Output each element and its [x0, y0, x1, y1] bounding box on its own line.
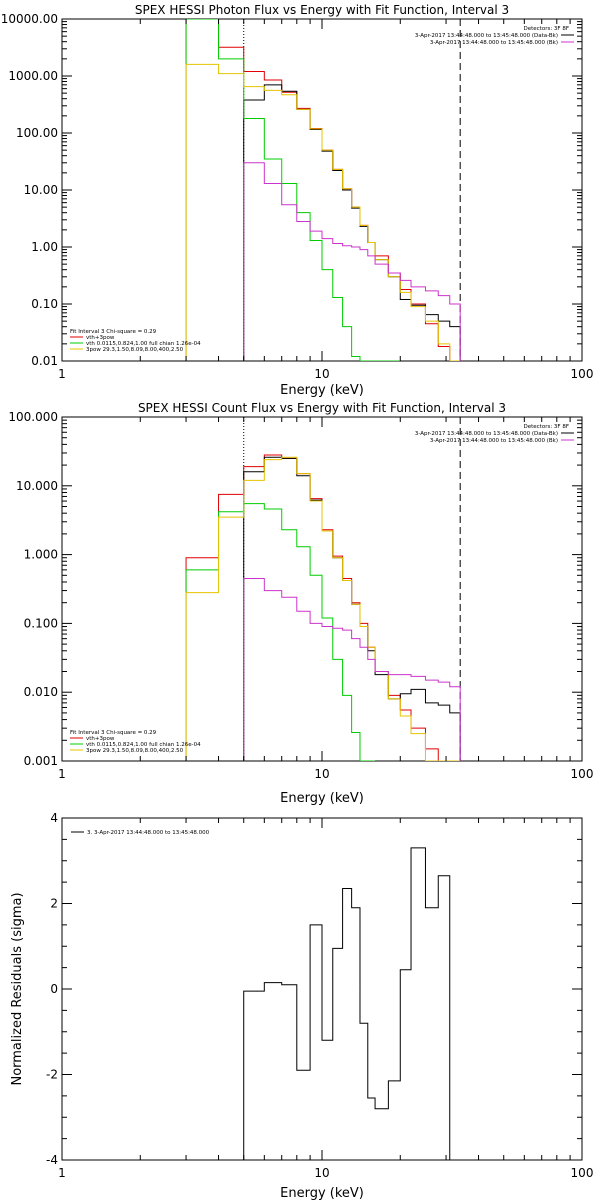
- panel1-ytick-label: 10000.00: [1, 12, 58, 26]
- panel1-ytick-label: 100.00: [16, 126, 58, 140]
- panel1-ytick-label: 0.01: [31, 354, 58, 368]
- panel2-ytick-label: 0.100: [24, 616, 58, 630]
- panel2-fit-red-label: vth+3pow: [86, 736, 115, 742]
- panel2-legend-data: 3-Apr-2017 13:44:48.000 to 13:45:48.000 …: [415, 431, 558, 437]
- panel1-fit-yellow-label: 3pow 29.3,1.50,8.09,8.00,400,2.50: [86, 347, 184, 353]
- panel1-series-vth-3pow: [185, 19, 461, 361]
- panel2-xlabel: Energy (keV): [280, 791, 364, 806]
- panel2-ytick-label: 1.000: [24, 548, 58, 562]
- panel1-legend-header: Detectors: 3F 8F: [523, 26, 569, 32]
- panel2-legend-header: Detectors: 3F 8F: [523, 424, 569, 430]
- panel1-legend-data: 3-Apr-2017 13:44:48.000 to 13:45:48.000 …: [415, 33, 558, 39]
- panel3-xtick-label: 10: [314, 1166, 329, 1180]
- panel2-legend-bottom: Fit Interval 3 Chi-square = 0.29 vth+3po…: [70, 730, 201, 754]
- panel3-xlabel: Energy (keV): [280, 1186, 364, 1200]
- panel1-series-3pow: [185, 63, 461, 361]
- panel1-legend-bk: 3-Apr-2017 13:44:48.000 to 13:45:48.000 …: [430, 40, 558, 46]
- panel2-xtick-label: 1: [58, 767, 66, 781]
- panel2-series-cc33cc: [243, 577, 461, 761]
- panel1-xtick-label: 100: [571, 367, 594, 381]
- panel1-frame: [61, 18, 583, 362]
- panel3-ytick-label: 4: [50, 811, 58, 825]
- panel2-series-3pow: [185, 456, 461, 761]
- panel1-series-000000: [243, 84, 461, 361]
- panel2-fit-yellow-label: 3pow 29.3,1.50,8.09,8.00,400,2.50: [86, 748, 184, 754]
- panel3-series-000000: [243, 847, 461, 1160]
- panel2-ytick-label: 0.001: [24, 754, 58, 768]
- panel2-fit-green-label: vth 0.0115,0.824,1.00 full chian 1.26e-0…: [86, 742, 201, 748]
- photon-flux-panel: SPEX HESSI Photon Flux vs Energy with Fi…: [1, 3, 594, 398]
- panel2-fit-header: Fit Interval 3 Chi-square = 0.29: [70, 730, 157, 736]
- panel2-legend-bk: 3-Apr-2017 13:44:48.000 to 13:45:48.000 …: [430, 438, 558, 444]
- panel3-ytick-label: -4: [46, 1153, 58, 1167]
- panel2-xtick-label: 100: [571, 767, 594, 781]
- panel1-fit-header: Fit Interval 3 Chi-square = 0.29: [70, 329, 157, 335]
- panel3-ylabel: Normalized Residuals (sigma): [10, 892, 25, 1085]
- panel2-series-vth: [185, 503, 376, 761]
- panel2-ytick-label: 10.000: [16, 479, 58, 493]
- panel3-ytick-label: 0: [50, 982, 58, 996]
- panel3-legend-label: 3. 3-Apr-2017 13:44:48.000 to 13:45:48.0…: [87, 830, 210, 836]
- panel2-legend-top: Detectors: 3F 8F 3-Apr-2017 13:44:48.000…: [415, 424, 574, 444]
- panel2-title: SPEX HESSI Count Flux vs Energy with Fit…: [138, 401, 506, 415]
- panel3-ytick-label: -2: [46, 1068, 58, 1082]
- panel1-xtick-label: 10: [314, 367, 329, 381]
- panel1-ytick-label: 1.00: [31, 240, 58, 254]
- panel1-xtick-label: 1: [58, 367, 66, 381]
- panel2-ytick-label: 100.000: [8, 410, 58, 424]
- panel1-ytick-label: 10.00: [24, 183, 58, 197]
- panel3-legend: 3. 3-Apr-2017 13:44:48.000 to 13:45:48.0…: [71, 830, 210, 836]
- panel1-xlabel: Energy (keV): [280, 383, 364, 398]
- panel3-xtick-label: 100: [571, 1166, 594, 1180]
- panel3-ytick-label: 2: [50, 897, 58, 911]
- panel3-xtick-label: 1: [58, 1166, 66, 1180]
- panel2-xtick-label: 10: [314, 767, 329, 781]
- panel1-legend-bottom: Fit Interval 3 Chi-square = 0.29 vth+3po…: [70, 329, 201, 353]
- residuals-panel: 1 10 100 -4 -2 0 2 4 Energy (keV) Normalized Re…: [10, 811, 593, 1200]
- panel1-legend-top: Detectors: 3F 8F 3-Apr-2017 13:44:48.000…: [415, 26, 574, 46]
- panel1-series-vth: [185, 19, 401, 361]
- panel1-ytick-label: 0.10: [31, 297, 58, 311]
- panel1-fit-red-label: vth+3pow: [86, 335, 115, 341]
- panel2-series-vth-3pow: [185, 454, 461, 761]
- panel1-ytick-label: 1000.00: [8, 69, 58, 83]
- count-flux-panel: SPEX HESSI Count Flux vs Energy with Fit…: [8, 401, 593, 806]
- panel1-title: SPEX HESSI Photon Flux vs Energy with Fi…: [135, 3, 509, 17]
- panel2-ytick-label: 0.010: [24, 685, 58, 699]
- panel1-fit-green-label: vth 0.0115,0.824,1.00 full chian 1.26e-0…: [86, 341, 201, 347]
- panel1-series-cc33cc: [243, 162, 461, 361]
